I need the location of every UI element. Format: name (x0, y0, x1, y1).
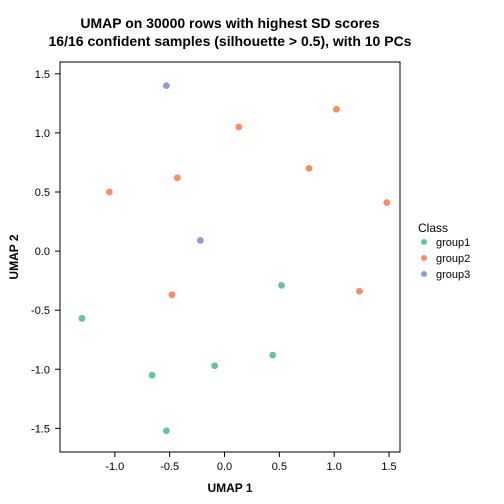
x-tick-label: 0.5 (272, 461, 287, 473)
chart-title-line1: UMAP on 30000 rows with highest SD score… (80, 15, 379, 31)
point-group1 (211, 362, 218, 369)
point-group2 (383, 199, 390, 206)
legend-label-group2: group2 (436, 253, 470, 265)
legend-marker-group3 (421, 271, 427, 277)
point-group1 (269, 352, 276, 359)
y-tick-label: 0.5 (35, 187, 50, 199)
point-group1 (149, 372, 156, 379)
y-tick-label: -0.5 (31, 305, 50, 317)
chart-title-line2: 16/16 confident samples (silhouette > 0.… (49, 33, 412, 49)
point-group2 (168, 291, 175, 298)
point-group2 (235, 124, 242, 131)
legend-label-group3: group3 (436, 269, 470, 281)
point-group2 (333, 106, 340, 113)
point-group3 (163, 82, 170, 89)
y-tick-label: -1.0 (31, 364, 50, 376)
legend-marker-group1 (421, 239, 427, 245)
point-group3 (197, 237, 204, 244)
legend-label-group1: group1 (436, 237, 470, 249)
y-tick-label: 1.5 (35, 69, 50, 81)
point-group1 (79, 315, 86, 322)
point-group2 (356, 288, 363, 295)
y-tick-label: -1.5 (31, 423, 50, 435)
x-tick-label: 0.0 (217, 461, 232, 473)
plot-border (60, 62, 400, 452)
point-group2 (106, 189, 113, 196)
x-tick-label: 1.0 (327, 461, 342, 473)
y-tick-label: 0.0 (35, 246, 50, 258)
y-tick-label: 1.0 (35, 128, 50, 140)
point-group1 (163, 427, 170, 434)
point-group1 (278, 282, 285, 289)
point-group2 (174, 174, 181, 181)
chart-container: { "chart": { "type": "scatter", "width":… (0, 0, 504, 504)
legend-marker-group2 (421, 255, 427, 261)
legend-title: Class (418, 221, 448, 235)
x-tick-label: -0.5 (160, 461, 179, 473)
y-axis-label: UMAP 2 (7, 234, 21, 279)
x-tick-label: 1.5 (381, 461, 396, 473)
scatter-svg: UMAP on 30000 rows with highest SD score… (0, 0, 504, 504)
x-tick-label: -1.0 (105, 461, 124, 473)
x-axis-label: UMAP 1 (207, 481, 252, 495)
point-group2 (306, 165, 313, 172)
